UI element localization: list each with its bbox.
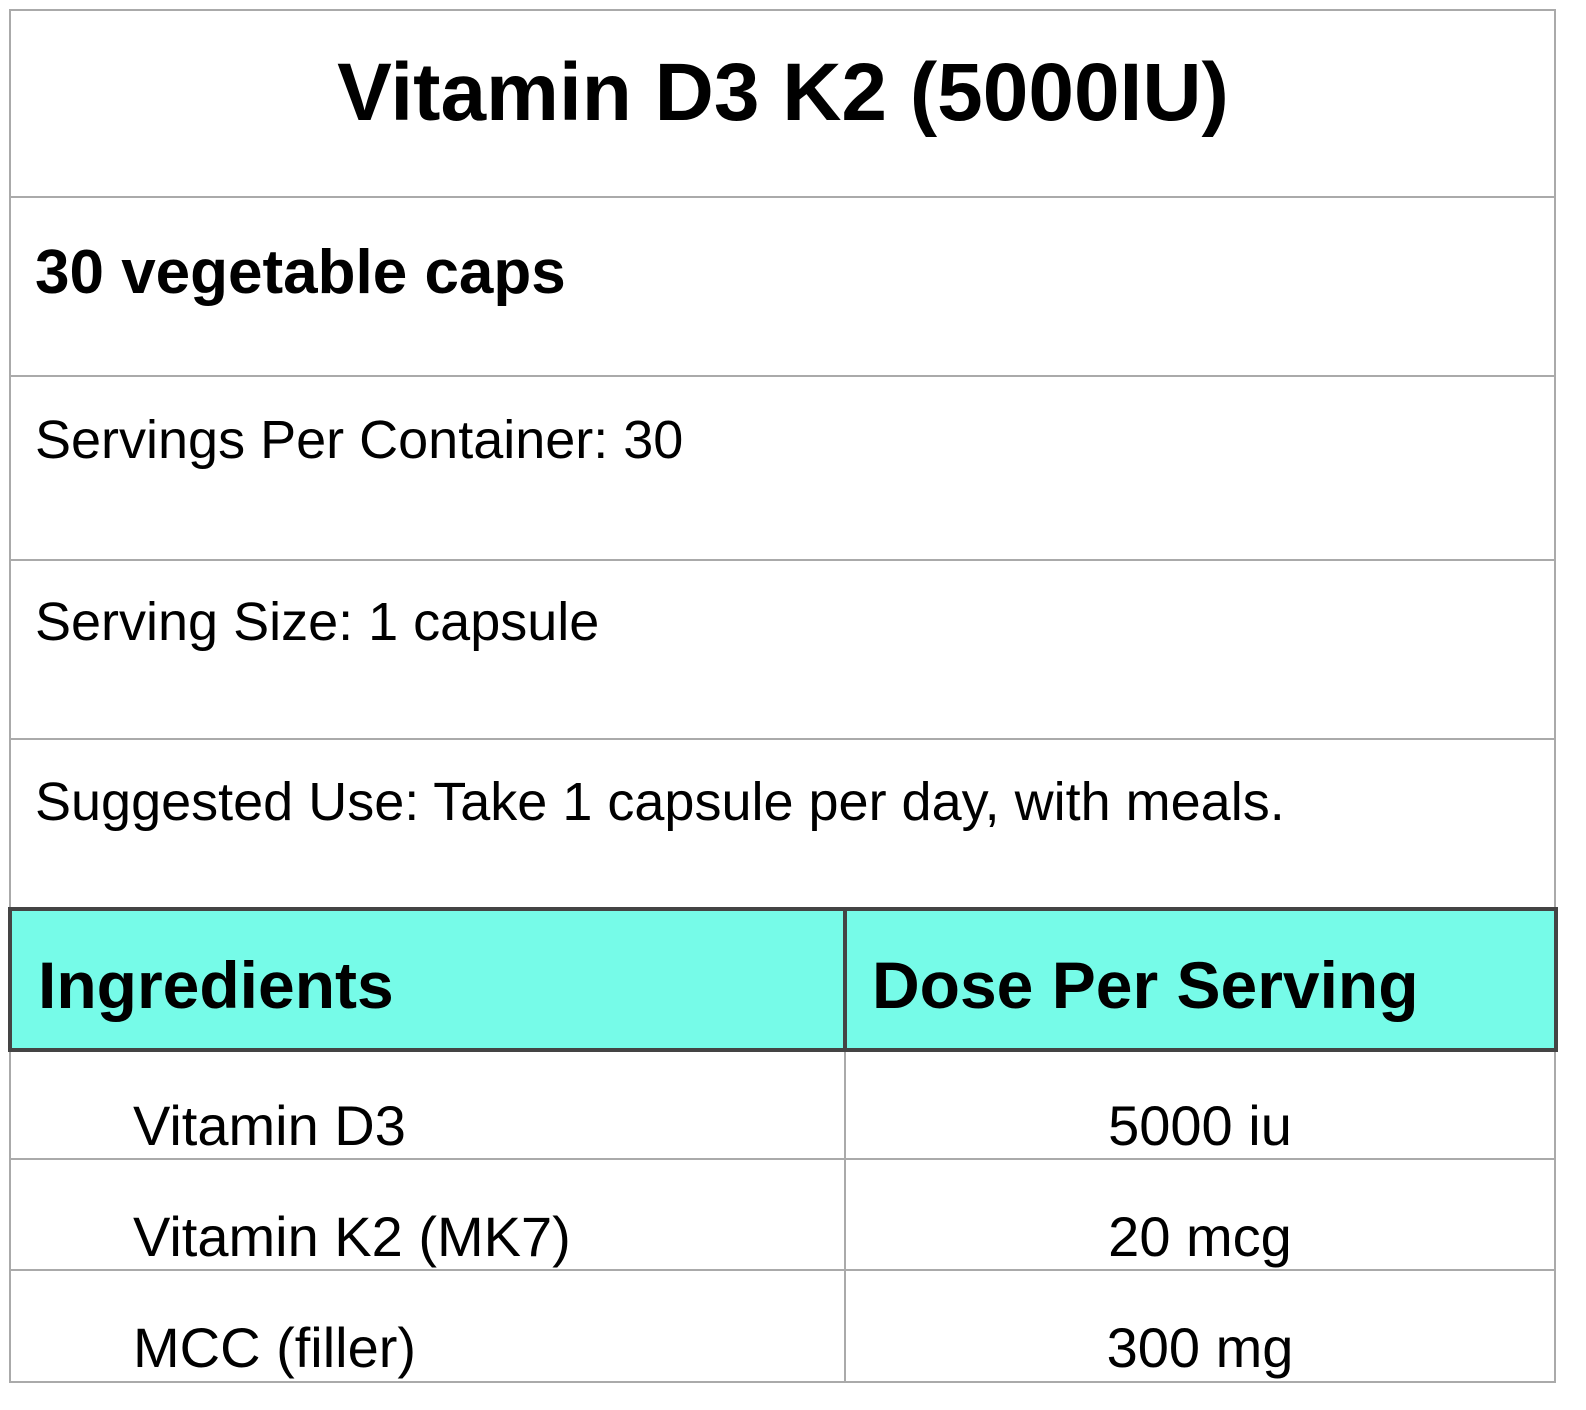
header-cell: Ingredients	[38, 948, 394, 1022]
subtitle: 30 vegetable caps	[35, 238, 566, 307]
outer-border	[9, 9, 1556, 1383]
header-cell: Dose Per Serving	[872, 948, 1419, 1022]
ingredient-cell: Vitamin K2 (MK7)	[133, 1205, 571, 1268]
info-line: Serving Size: 1 capsule	[35, 592, 599, 652]
title: Vitamin D3 K2 (5000IU)	[337, 47, 1229, 138]
table-body: Vitamin D3 5000 iu Vitamin K2 (MK7) 20 mcg M…	[10, 1094, 1555, 1379]
table-header	[8, 907, 1558, 1052]
ingredient-cell: MCC (filler)	[133, 1316, 416, 1379]
info-line: Suggested Use: Take 1 capsule per day, w…	[35, 772, 1285, 832]
dose-cell: 20 mcg	[1108, 1205, 1292, 1268]
info-line: Servings Per Container: 30	[35, 410, 683, 470]
ingredient-cell: Vitamin D3	[133, 1094, 406, 1157]
info-list: Servings Per Container: 30 Serving Size: …	[35, 410, 1285, 832]
dose-cell: 5000 iu	[1108, 1094, 1292, 1157]
dose-cell: 300 mg	[1107, 1316, 1294, 1379]
